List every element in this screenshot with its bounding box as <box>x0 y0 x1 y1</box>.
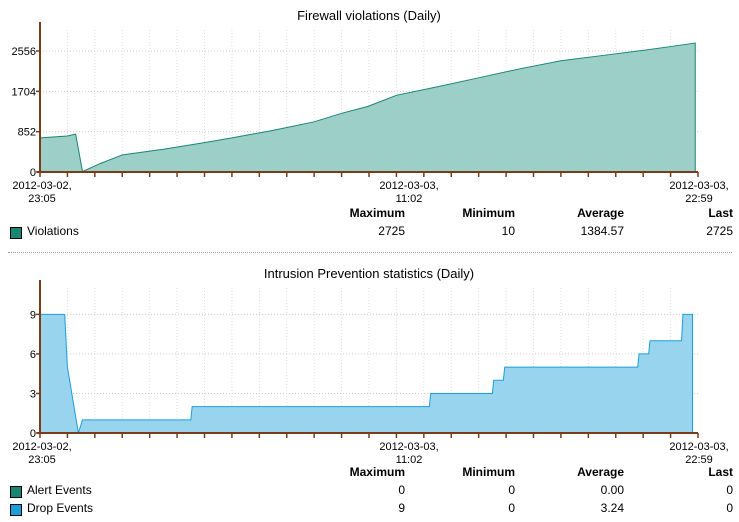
stats-header: Maximum <box>349 465 405 479</box>
x-tick-label: 11:02 <box>396 454 423 466</box>
legend-swatch <box>10 227 22 239</box>
stats-value: 0 <box>508 483 515 497</box>
stats-value: 10 <box>501 224 515 238</box>
firewall-violations-chart: 0852170425562012-03-02,23:052012-03-03,1… <box>12 22 729 205</box>
stats-value: 2725 <box>706 224 733 238</box>
x-tick-label: 22:59 <box>685 454 713 466</box>
x-tick-label: 2012-03-03, <box>669 441 728 453</box>
legend-row: Violations 2725 10 1384.57 2725 <box>0 224 739 240</box>
y-tick-label: 9 <box>30 309 36 321</box>
x-tick-label: 11:02 <box>396 193 423 205</box>
stats-value: 9 <box>398 501 405 515</box>
legend-row: Alert Events 0 0 0.00 0 <box>0 483 739 499</box>
x-tick-label: 2012-03-03, <box>669 180 728 192</box>
stats-value: 0 <box>726 501 733 515</box>
x-tick-label: 23:05 <box>28 454 56 466</box>
stats-header: Last <box>708 206 733 220</box>
firewall-violations-panel: Firewall violations (Daily) 0 852 1704 2556… <box>0 0 739 250</box>
stats-value: 0 <box>508 501 515 515</box>
stats-value: 0 <box>398 483 405 497</box>
stats-header: Minimum <box>462 465 515 479</box>
y-tick-label: 0 <box>30 428 36 440</box>
y-tick-label: 3 <box>30 388 36 400</box>
x-tick-label: 2012-03-03, <box>379 441 438 453</box>
stats-value: 0 <box>726 483 733 497</box>
stats-value: 3.24 <box>600 501 624 515</box>
series-line <box>39 42 696 173</box>
x-tick-label: 2012-03-03, <box>379 180 438 192</box>
stats-header: Average <box>577 206 624 220</box>
legend-row: Drop Events 9 0 3.24 0 <box>0 501 739 517</box>
stats-value: 2725 <box>378 224 405 238</box>
stats-header: Average <box>577 465 624 479</box>
intrusion-prevention-chart: 03692012-03-02,23:052012-03-03,11:022012… <box>12 280 729 466</box>
stats-header: Maximum <box>349 206 405 220</box>
legend-series-name: Violations <box>27 224 79 238</box>
stats-value: 0.00 <box>600 483 624 497</box>
legend-series-name: Drop Events <box>27 501 94 515</box>
stats-header: Minimum <box>462 206 515 220</box>
series-area <box>40 314 693 433</box>
x-tick-label: 2012-03-02, <box>12 441 71 453</box>
legend-swatch <box>10 486 22 498</box>
y-tick-label: 0 <box>30 167 36 179</box>
series-area <box>40 43 696 173</box>
chart-title: Intrusion Prevention statistics (Daily) <box>263 266 475 281</box>
legend-swatch <box>10 504 22 516</box>
y-tick-label: 2556 <box>12 46 36 58</box>
y-tick-label: 852 <box>18 127 36 139</box>
legend-series-name: Alert Events <box>27 483 92 497</box>
y-tick-label: 1704 <box>12 86 36 98</box>
x-tick-label: 2012-03-02, <box>12 180 71 192</box>
series-line <box>40 313 694 434</box>
x-tick-label: 22:59 <box>685 193 713 205</box>
stats-header: Last <box>708 465 733 479</box>
y-tick-label: 6 <box>30 349 36 361</box>
stats-value: 1384.57 <box>580 224 624 238</box>
x-tick-label: 23:05 <box>28 193 56 205</box>
chart-title: Firewall violations (Daily) <box>297 8 441 23</box>
intrusion-prevention-panel: Intrusion Prevention statistics (Daily) … <box>0 258 739 522</box>
section-divider <box>8 252 732 253</box>
